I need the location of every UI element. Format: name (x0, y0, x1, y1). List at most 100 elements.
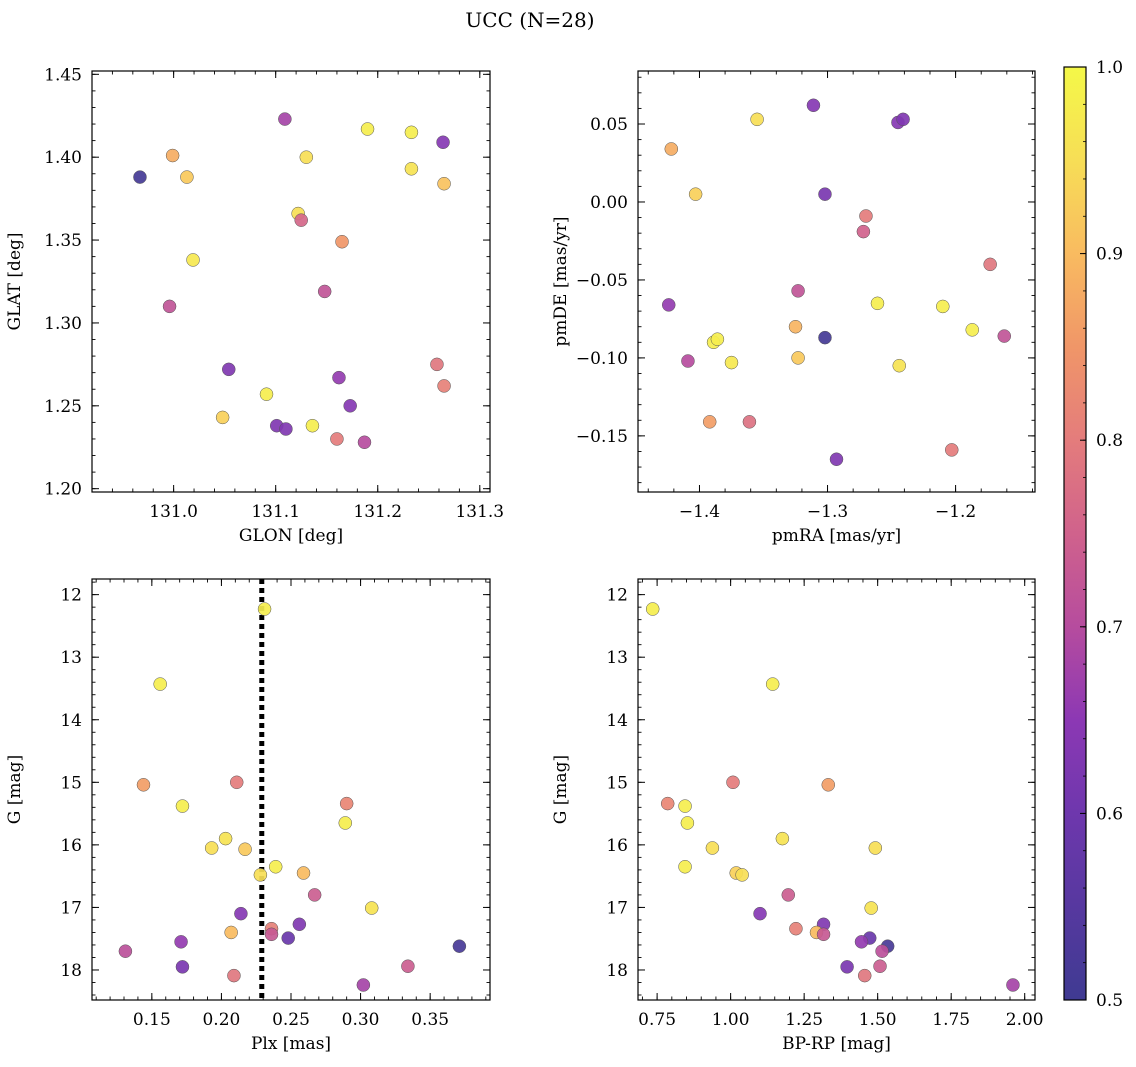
scatter-point (136, 778, 151, 792)
scatter-point (221, 362, 236, 377)
scatter-point (364, 901, 379, 915)
scatter-point (791, 351, 805, 365)
scatter-point (437, 379, 451, 393)
y-tick-label: 15 (606, 773, 628, 793)
y-tick-label: 1.40 (44, 148, 82, 168)
scatter-point (856, 224, 871, 239)
y-tick-label: 14 (606, 711, 628, 731)
y-tick-label: 15 (60, 773, 82, 793)
scatter-point (330, 432, 344, 446)
scatter-point (118, 944, 133, 958)
scatter-point (781, 888, 796, 902)
scatter-point (753, 906, 767, 921)
scatter-point (153, 677, 167, 691)
scatter-point (818, 330, 832, 345)
scatter-point (338, 816, 353, 830)
scatter-point (875, 944, 889, 958)
colorbar-tick-label: 1.0 (1096, 58, 1123, 78)
scatter-point (681, 354, 695, 368)
y-tick-label: 13 (60, 648, 82, 668)
scatter-point (965, 323, 979, 337)
y-tick-label: 17 (60, 898, 82, 918)
scatter-point (332, 370, 346, 385)
x-tick-label: 1.50 (859, 1010, 897, 1030)
colorbar-tick-label: 0.7 (1096, 618, 1123, 638)
scatter-point (829, 452, 844, 467)
y-tick-label: 16 (606, 836, 628, 856)
x-tick-label: 2.00 (1006, 1010, 1044, 1030)
colorbar-tick-label: 0.6 (1096, 804, 1123, 824)
scatter-point (307, 888, 322, 902)
scatter-point (174, 935, 188, 949)
scatter-point (292, 917, 307, 932)
scatter-point (678, 860, 692, 874)
scatter-point (343, 399, 357, 413)
scatter-point (278, 112, 292, 126)
scatter-point (264, 927, 279, 942)
x-tick-label: 0.20 (202, 1010, 240, 1030)
scatter-point (317, 284, 332, 299)
scatter-point (661, 298, 676, 312)
scatter-point (859, 209, 873, 223)
scatter-point (892, 358, 907, 373)
scatter-point (821, 778, 836, 792)
scatter-point (742, 415, 757, 429)
y-tick-label: 18 (606, 961, 628, 981)
x-tick-label: 0.30 (342, 1010, 380, 1030)
colorbar-tick-label: 0.5 (1096, 991, 1123, 1011)
y-tick-label: 16 (60, 836, 82, 856)
scatter-point (259, 387, 274, 401)
scatter-point (791, 284, 805, 298)
x-axis-label: GLON [deg] (239, 526, 343, 546)
scatter-point (224, 925, 238, 940)
x-axis-label: Plx [mas] (251, 1034, 331, 1054)
y-tick-label: 0.05 (590, 115, 628, 135)
scatter-point (180, 170, 194, 184)
x-tick-label: 131.1 (251, 502, 300, 522)
y-tick-label: 13 (606, 648, 628, 668)
scatter-point (705, 841, 720, 855)
scatter-point (983, 257, 997, 272)
scatter-point (404, 162, 419, 176)
scatter-point (268, 860, 283, 874)
scatter-point (1006, 978, 1020, 992)
scatter-point (227, 968, 241, 983)
scatter-point (281, 931, 295, 945)
plot-frame (91, 70, 491, 493)
scatter-point (305, 418, 320, 433)
scatter-point (873, 959, 887, 973)
scatter-point (218, 831, 233, 846)
plot-frame (637, 578, 1036, 1001)
scatter-point (294, 213, 308, 227)
scatter-point (945, 443, 959, 457)
y-tick-label: −0.10 (576, 349, 628, 369)
scatter-point (724, 355, 739, 370)
x-tick-label: 131.0 (149, 502, 198, 522)
scatter-point (840, 960, 854, 974)
scatter-point (360, 122, 375, 136)
x-tick-label: −1.4 (679, 502, 720, 522)
y-axis-label: pmDE [mas/yr] (551, 216, 571, 346)
scatter-point (175, 799, 190, 813)
scatter-point (335, 234, 349, 249)
scatter-point (452, 939, 467, 953)
colorbar-tick-label: 0.8 (1096, 431, 1123, 451)
y-tick-label: 1.35 (44, 231, 82, 251)
scatter-point (186, 253, 200, 267)
scatter-point (854, 935, 869, 949)
plot-frame (637, 70, 1036, 493)
scatter-point (299, 150, 314, 164)
y-tick-label: 1.25 (44, 397, 82, 417)
scatter-point (864, 901, 878, 915)
y-tick-label: 17 (606, 898, 628, 918)
scatter-point (788, 319, 803, 334)
scatter-point (664, 142, 679, 156)
scatter-point (645, 602, 660, 616)
y-tick-label: 14 (60, 711, 82, 731)
x-tick-label: 0.75 (638, 1010, 676, 1030)
scatter-point (870, 296, 885, 311)
scatter-point (404, 125, 419, 140)
scatter-point (356, 978, 371, 992)
x-tick-label: 0.15 (133, 1010, 171, 1030)
